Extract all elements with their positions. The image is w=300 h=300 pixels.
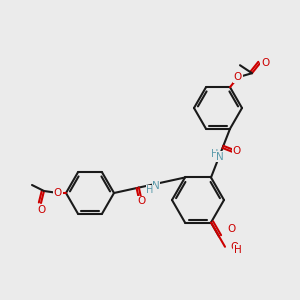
Text: O: O bbox=[37, 205, 45, 215]
Text: O: O bbox=[54, 188, 62, 198]
Text: H: H bbox=[234, 245, 242, 255]
Text: O: O bbox=[230, 242, 238, 252]
Text: N: N bbox=[216, 152, 224, 162]
Text: O: O bbox=[234, 72, 242, 82]
Text: H: H bbox=[211, 149, 218, 159]
Text: O: O bbox=[261, 58, 269, 68]
Text: O: O bbox=[227, 224, 235, 234]
Text: O: O bbox=[138, 196, 146, 206]
Text: N: N bbox=[152, 182, 160, 191]
Text: H: H bbox=[146, 185, 154, 195]
Text: O: O bbox=[232, 146, 241, 156]
